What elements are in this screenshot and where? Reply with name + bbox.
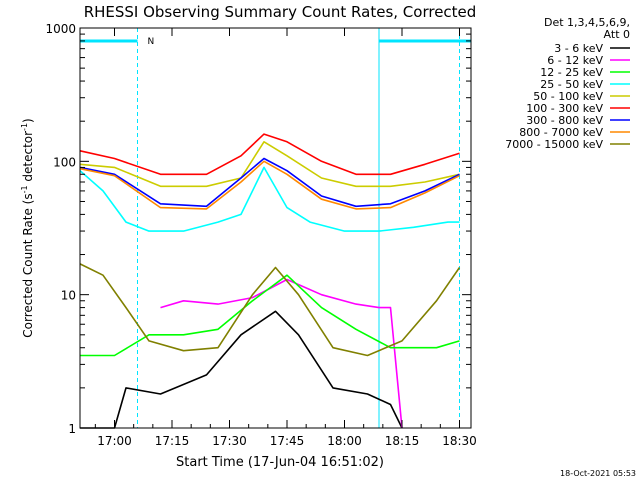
y-tick-label-1: 10	[61, 289, 76, 303]
series-line-8	[79, 263, 461, 357]
legend-header-0: Det 1,3,4,5,6,9,	[544, 16, 630, 29]
x-tick-label-2: 17:30	[212, 434, 247, 448]
night-intervals: N	[80, 37, 471, 47]
y-axis-ticks: 1 10 100 1000	[45, 22, 471, 436]
series-line-1	[160, 278, 403, 429]
y-axis-label-main: Corrected Count Rate (s	[21, 193, 35, 337]
x-tick-label-4: 18:00	[327, 434, 362, 448]
y-axis-label: Corrected Count Rate (s-1 detector-1)	[20, 118, 35, 337]
y-tick-label-3: 1000	[45, 22, 76, 36]
legend-label-7: 800 - 7000 keV	[519, 126, 603, 139]
timestamp: 18-Oct-2021 05:53	[560, 469, 636, 478]
legend-label-6: 300 - 800 keV	[526, 114, 603, 127]
series-line-2	[80, 274, 460, 357]
legend-label-5: 100 - 300 keV	[526, 102, 603, 115]
legend-label-8: 7000 - 15000 keV	[505, 138, 603, 151]
x-axis-ticks: 17:00 17:15 17:30 17:45 18:00 18:15 18:30	[94, 28, 477, 448]
chart-title: RHESSI Observing Summary Count Rates, Co…	[84, 3, 477, 21]
cyan-boundaries	[137, 28, 460, 428]
legend-label-0: 3 - 6 keV	[554, 42, 603, 55]
y-axis-label-mid: detector	[21, 131, 35, 186]
legend-label-4: 50 - 100 keV	[533, 90, 603, 103]
x-tick-label-3: 17:45	[270, 434, 305, 448]
series-line-4	[79, 141, 460, 188]
x-axis-label: Start Time (17-Jun-04 16:51:02)	[176, 455, 384, 470]
series-line-0	[80, 310, 403, 429]
series-line-6	[79, 157, 460, 208]
x-tick-label-5: 18:15	[385, 434, 420, 448]
plot-frame	[79, 27, 472, 429]
y-axis-label-sup2: -1	[20, 123, 29, 131]
x-tick-label-0: 17:00	[97, 434, 132, 448]
legend-header-1: Att 0	[604, 28, 630, 41]
y-tick-label-2: 100	[53, 155, 76, 169]
x-tick-label-6: 18:30	[442, 434, 477, 448]
y-axis-label-sup1: -1	[20, 185, 29, 193]
series-line-3	[79, 166, 460, 232]
x-tick-label-1: 17:15	[155, 434, 190, 448]
legend-label-3: 25 - 50 keV	[540, 78, 603, 91]
legend-label-2: 12 - 25 keV	[540, 66, 603, 79]
night-label: N	[148, 37, 155, 47]
series-line-5	[79, 133, 460, 176]
y-axis-label-end: )	[21, 118, 35, 123]
series-line-7	[79, 160, 460, 210]
y-tick-label-0: 1	[68, 422, 76, 436]
legend-label-1: 6 - 12 keV	[547, 54, 603, 67]
series-lines	[79, 133, 461, 429]
